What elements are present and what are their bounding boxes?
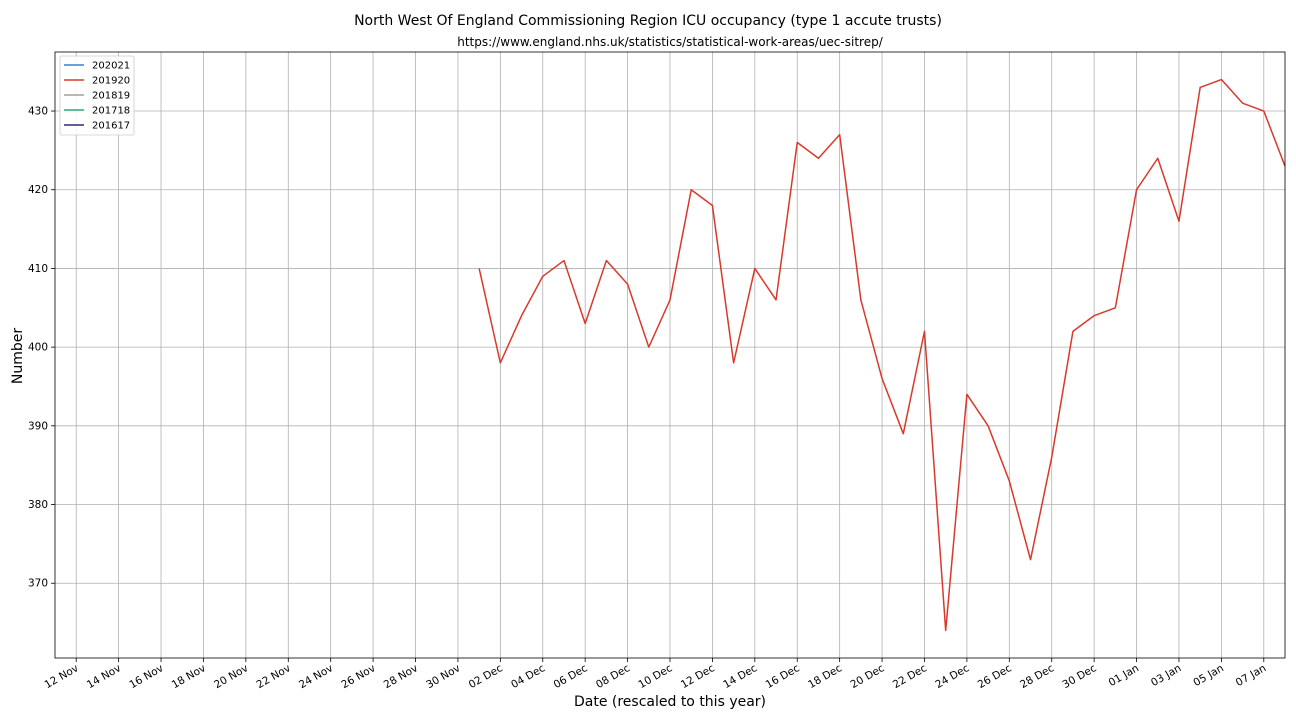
x-tick-label: 20 Dec [848, 662, 886, 691]
legend-label: 201617 [92, 121, 130, 132]
legend-label: 201920 [92, 76, 130, 87]
y-tick-label: 390 [28, 420, 48, 432]
series-line-201920 [478, 78, 1286, 632]
x-tick-label: 18 Dec [806, 662, 844, 691]
x-tick-label: 06 Dec [552, 662, 590, 691]
x-tick-label: 12 Nov [42, 662, 80, 691]
chart-title: North West Of England Commissioning Regi… [354, 13, 942, 29]
x-tick-label: 18 Nov [170, 662, 208, 691]
y-tick-label: 380 [28, 499, 48, 511]
series-layer [478, 78, 1286, 632]
x-tick-label: 03 Jan [1149, 662, 1183, 689]
x-tick-label: 28 Nov [382, 662, 420, 691]
x-tick-label: 01 Jan [1107, 662, 1141, 689]
x-tick-label: 07 Jan [1234, 662, 1268, 689]
x-tick-label: 24 Dec [933, 662, 971, 691]
y-tick-label: 410 [28, 263, 48, 275]
legend: 202021 201920 201819 201718 201617 [59, 55, 135, 136]
x-axis-label: Date (rescaled to this year) [574, 694, 766, 710]
y-axis: 370 380 390 400 410 420 430 [28, 106, 55, 590]
y-tick-label: 370 [28, 578, 48, 590]
legend-label: 201819 [92, 91, 130, 102]
x-tick-label: 14 Nov [85, 662, 123, 691]
x-tick-label: 04 Dec [509, 662, 547, 691]
x-tick-label: 08 Dec [594, 662, 632, 691]
legend-label: 201718 [92, 106, 130, 117]
x-tick-label: 20 Nov [212, 662, 250, 691]
legend-label: 202021 [92, 61, 130, 72]
x-tick-label: 26 Nov [339, 662, 377, 691]
x-tick-label: 16 Dec [764, 662, 802, 691]
x-tick-label: 12 Dec [679, 662, 717, 691]
x-tick-label: 10 Dec [636, 662, 674, 691]
x-tick-label: 26 Dec [976, 662, 1014, 691]
x-tick-label: 24 Nov [297, 662, 335, 691]
x-tick-label: 22 Dec [891, 662, 929, 691]
y-tick-label: 400 [28, 342, 48, 354]
x-tick-label: 30 Dec [1061, 662, 1099, 691]
grid [55, 52, 1285, 658]
x-tick-label: 28 Dec [1018, 662, 1056, 691]
x-tick-label: 02 Dec [467, 662, 505, 691]
x-tick-label: 22 Nov [255, 662, 293, 691]
y-tick-label: 420 [28, 184, 48, 196]
x-tick-label: 16 Nov [127, 662, 165, 691]
x-axis: 12 Nov 14 Nov 16 Nov 18 Nov 20 Nov 22 Nov 24 N… [42, 658, 1268, 691]
x-tick-label: 14 Dec [721, 662, 759, 691]
x-tick-label: 05 Jan [1191, 662, 1225, 689]
y-axis-label: Number [10, 328, 26, 384]
y-tick-label: 430 [28, 106, 48, 118]
x-tick-label: 30 Nov [424, 662, 462, 691]
legend-box [59, 55, 135, 136]
chart-subtitle: https://www.england.nhs.uk/statistics/st… [457, 35, 883, 49]
